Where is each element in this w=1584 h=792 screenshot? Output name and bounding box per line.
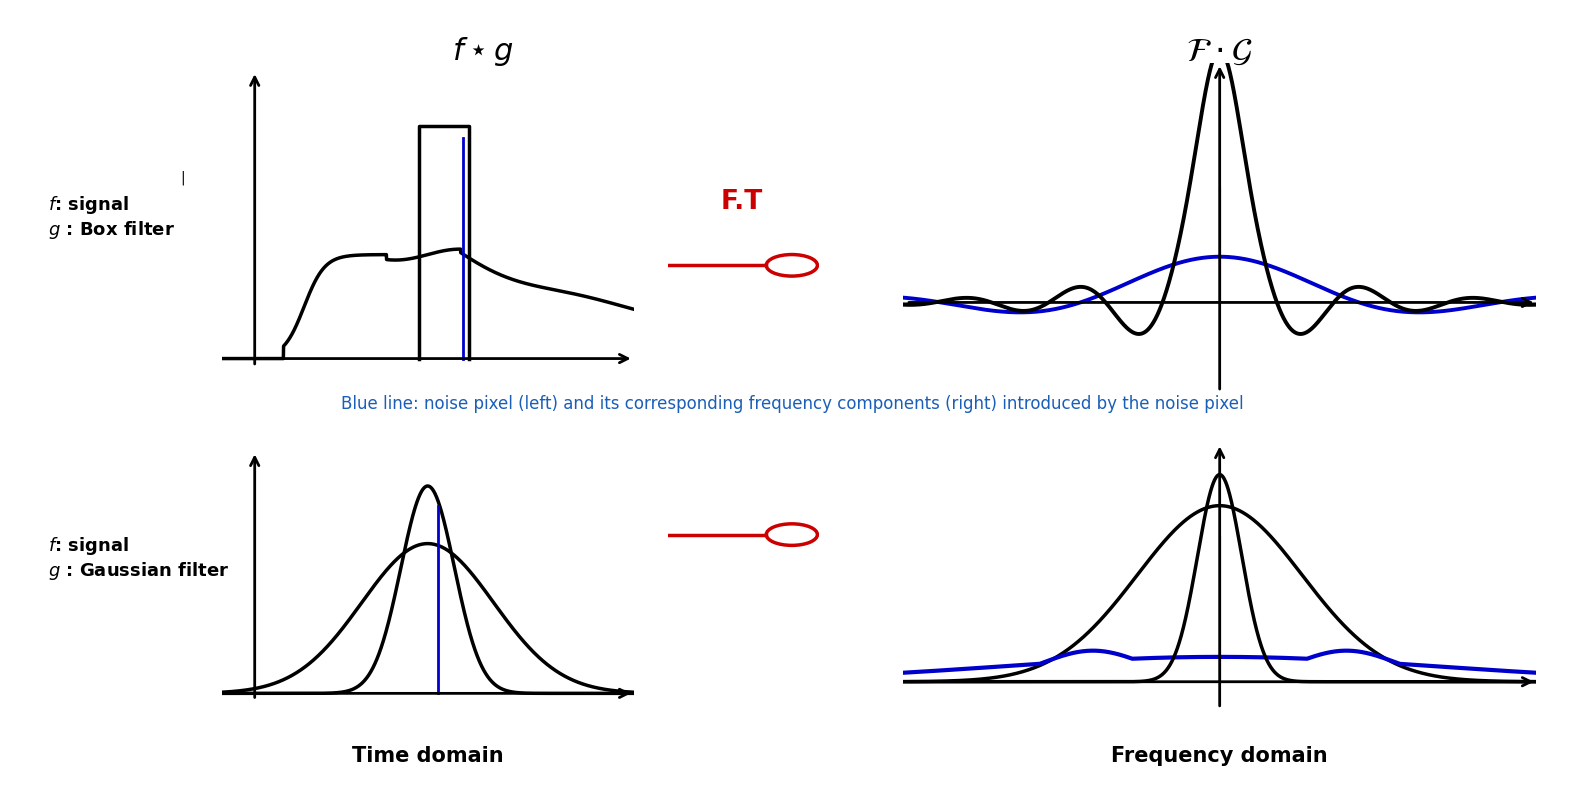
Text: $\mathcal{F} \cdot \mathcal{G}$: $\mathcal{F} \cdot \mathcal{G}$ xyxy=(1186,36,1253,67)
Text: $f$: signal
$g$ : Box filter: $f$: signal $g$ : Box filter xyxy=(48,194,174,242)
Text: |: | xyxy=(181,171,184,185)
Text: Frequency domain: Frequency domain xyxy=(1112,746,1327,767)
Text: Blue line: noise pixel (left) and its corresponding frequency components (right): Blue line: noise pixel (left) and its co… xyxy=(341,395,1243,413)
Text: F.T: F.T xyxy=(721,189,762,215)
Text: $f$: signal
$g$ : Gaussian filter: $f$: signal $g$ : Gaussian filter xyxy=(48,535,230,582)
Text: Time domain: Time domain xyxy=(352,746,504,767)
Text: $f \star g$: $f \star g$ xyxy=(451,35,515,68)
